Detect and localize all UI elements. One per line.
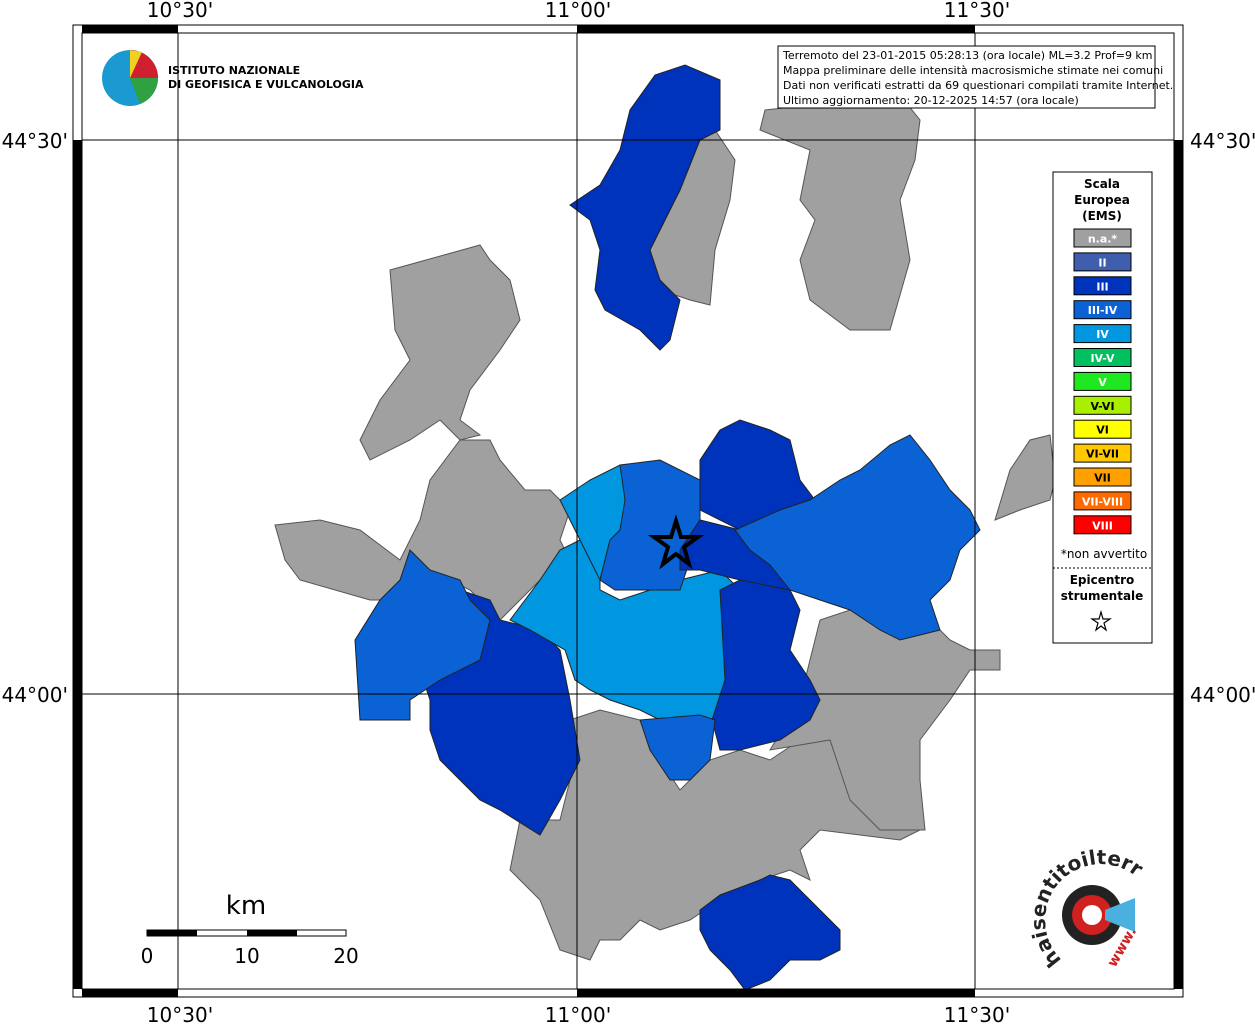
legend-swatch [1073,371,1132,391]
region [354,549,491,721]
region [711,579,821,751]
region [734,434,981,641]
scale-label: 20 [333,944,358,968]
ingv-logo: ISTITUTO NAZIONALE DI GEOFISICA E VULCAN… [102,50,364,106]
lon-label: 11°00' [545,1003,611,1024]
legend-swatch [1073,467,1132,487]
legend-swatch [1073,228,1132,248]
lon-label: 11°30' [944,0,1010,22]
legend-title: Europea [1074,193,1130,207]
frame-bar [73,140,82,989]
info-frame [777,45,1156,109]
info-box: Terremoto del 23-01-2015 05:28:13 (ora l… [777,45,1173,109]
region [569,64,721,351]
frame-bar [1174,140,1183,989]
legend-swatch [1073,252,1132,272]
lon-label: 11°30' [944,1003,1010,1024]
legend-label: VIII [1092,519,1113,532]
logo-slice [130,78,158,104]
badge-cone [1105,898,1135,932]
logo-text: DI GEOFISICA E VULCANOLOGIA [168,78,364,91]
legend-epicenter: Epicentro [1070,573,1135,587]
legend-title: Scala [1084,177,1120,191]
frame-bar [577,989,975,997]
lon-label: 10°30' [147,1003,213,1024]
scale-bar: km 0 10 20 [141,891,359,968]
region [699,874,841,991]
legend-epicenter: strumentale [1061,589,1144,603]
legend-label: VII [1094,472,1111,485]
scale-unit: km [226,891,266,921]
frame [72,24,1184,998]
logo-slice [130,50,142,78]
region [509,709,922,961]
legend-swatch [1073,515,1132,535]
legend-note: *non avvertito [1061,547,1147,561]
frame-bar [577,25,975,33]
legend-swatch [1073,300,1132,320]
legend-label: V [1098,376,1107,389]
legend-swatch [1073,324,1132,344]
legend-swatch [1073,348,1132,367]
legend-swatch [1073,491,1132,511]
lon-label: 10°30' [147,0,213,22]
legend-label: VI [1096,424,1109,437]
legend-label: IV-V [1090,352,1115,365]
region [359,244,521,461]
legend-swatch [1073,276,1132,296]
frame-bar [82,25,178,33]
legend-swatch [1073,395,1132,415]
info-line: Dati non verificati estratti da 69 quest… [783,79,1173,92]
legend-swatch [1073,419,1132,439]
scale-segment [247,930,297,936]
badge-ring [1082,905,1102,925]
logo-text: ISTITUTO NAZIONALE [168,64,300,77]
legend-label: n.a.* [1088,233,1118,246]
epicenter-star [647,514,705,570]
lat-label: 44°00' [1190,683,1255,707]
regions [274,64,1056,991]
scale-segment [147,930,197,936]
legend-title: (EMS) [1082,209,1122,223]
legend-label: III-IV [1088,304,1118,317]
region [994,434,1056,521]
legend: Scala Europea (EMS) *non avvertito Epice… [1052,171,1153,644]
region [639,714,716,781]
info-line: Ultimo aggiornamento: 20-12-2025 14:57 (… [783,94,1079,107]
legend-label: IV [1096,328,1109,341]
lat-label: 44°30' [1190,129,1255,153]
legend-swatch [1073,443,1132,463]
region [759,94,921,331]
legend-label: VII-VIII [1082,495,1123,508]
lat-label: 44°00' [2,683,68,707]
legend-label: VI-VII [1086,448,1119,461]
info-line: Terremoto del 23-01-2015 05:28:13 (ora l… [782,49,1153,62]
graticule [82,33,1174,989]
scale-label: 10 [234,944,259,968]
legend-star [1090,609,1112,632]
lon-label: 11°00' [545,0,611,22]
frame-bar [82,989,178,997]
legend-label: V-VI [1090,400,1114,413]
legend-label: III [1096,280,1108,293]
scale-label: 0 [141,944,154,968]
info-line: Mappa preliminare delle intensità macros… [783,64,1163,77]
lat-label: 44°30' [2,129,68,153]
legend-label: II [1098,256,1106,269]
